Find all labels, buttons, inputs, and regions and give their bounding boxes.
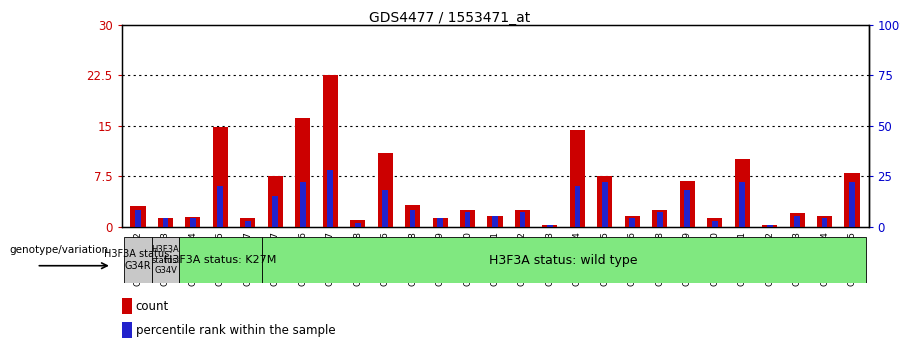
Bar [657,212,662,227]
Bar [378,153,392,227]
Bar [295,118,310,227]
Bar [850,182,855,227]
Bar [789,213,805,227]
Bar [185,217,201,227]
Bar [767,224,772,227]
Bar [350,220,365,227]
FancyBboxPatch shape [152,237,179,283]
Text: percentile rank within the sample: percentile rank within the sample [136,324,336,337]
Bar [405,205,420,227]
Bar [190,218,196,227]
Bar [629,218,635,227]
Bar [822,218,827,227]
Bar [734,159,750,227]
Bar [433,218,447,227]
Bar [492,216,498,227]
Text: H3F3A status: K27M: H3F3A status: K27M [164,255,276,265]
Text: count: count [136,300,169,313]
Bar [130,206,146,227]
Bar [460,210,475,227]
Bar [684,190,690,227]
Bar [817,216,833,227]
Bar [328,170,333,227]
Bar [574,186,580,227]
Bar [652,210,667,227]
Bar [410,210,416,227]
Bar [122,322,131,338]
Bar [163,218,168,227]
Text: H3F3A status:
G34R: H3F3A status: G34R [104,249,172,271]
Bar [300,182,306,227]
Bar [739,182,745,227]
Bar [598,176,612,227]
Bar [570,130,585,227]
Bar [437,218,443,227]
Bar [355,223,361,227]
Bar [543,224,557,227]
Bar [519,212,526,227]
Bar [794,216,800,227]
Bar [382,190,388,227]
Bar [625,216,640,227]
Bar [844,173,860,227]
Bar [323,75,338,227]
Text: GDS4477 / 1553471_at: GDS4477 / 1553471_at [369,11,531,25]
Bar [515,210,530,227]
Bar [122,298,131,314]
Bar [267,176,283,227]
Bar [712,221,717,227]
Bar [762,224,778,227]
Bar [135,210,140,227]
Bar [240,218,256,227]
Bar [212,127,228,227]
Bar [488,216,502,227]
Bar [218,186,223,227]
Text: H3F3A
status:
G34V: H3F3A status: G34V [151,245,180,275]
Bar [158,218,173,227]
Bar [707,218,723,227]
Bar [245,221,251,227]
Bar [464,212,471,227]
Bar [273,196,278,227]
Bar [547,224,553,227]
FancyBboxPatch shape [262,237,866,283]
FancyBboxPatch shape [124,237,152,283]
Text: genotype/variation: genotype/variation [10,245,109,255]
Text: H3F3A status: wild type: H3F3A status: wild type [490,254,638,267]
Bar [680,182,695,227]
Bar [602,182,608,227]
FancyBboxPatch shape [179,237,262,283]
